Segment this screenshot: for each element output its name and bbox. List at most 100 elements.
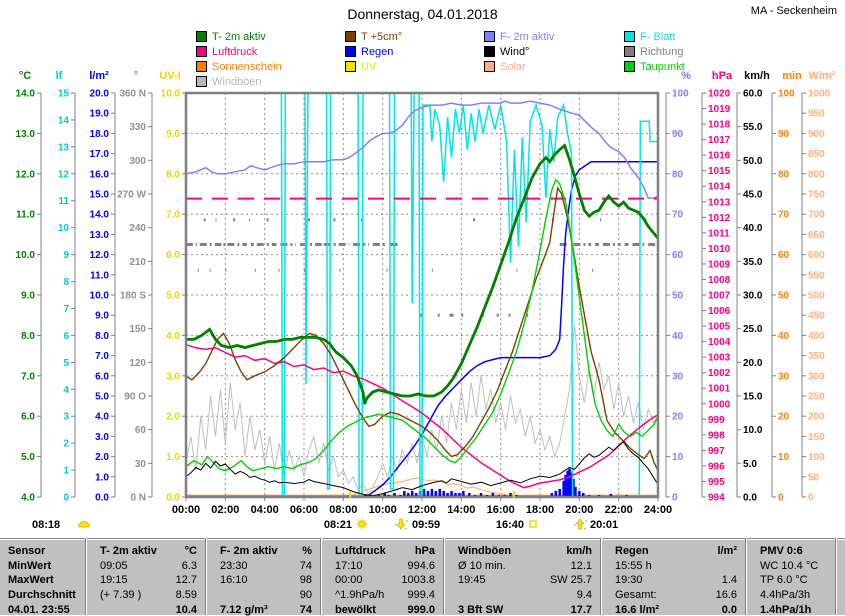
svg-text:200: 200 bbox=[808, 412, 825, 423]
svg-text:lf: lf bbox=[56, 70, 63, 82]
legend-swatch-icon bbox=[624, 31, 635, 42]
svg-text:950: 950 bbox=[808, 109, 825, 120]
table-cell: Luftdruck bbox=[335, 545, 386, 557]
table-cell: 12.7 bbox=[175, 574, 197, 586]
svg-text:1013: 1013 bbox=[708, 197, 731, 208]
table-cell: 16.6 l/m² bbox=[615, 604, 660, 616]
svg-text:16.0: 16.0 bbox=[90, 169, 110, 180]
table-cell: Ø 10 min. bbox=[458, 559, 506, 572]
svg-text:km/h: km/h bbox=[744, 70, 770, 82]
legend-item: Windböen bbox=[196, 73, 262, 88]
svg-text:1007: 1007 bbox=[708, 291, 731, 302]
legend-swatch-icon bbox=[624, 46, 635, 57]
svg-text:180 S: 180 S bbox=[120, 291, 146, 302]
svg-text:70: 70 bbox=[672, 210, 684, 221]
svg-text:1006: 1006 bbox=[708, 306, 731, 317]
legend-label: UV bbox=[361, 61, 377, 73]
svg-text:10: 10 bbox=[778, 452, 790, 463]
table-cell: 09:05 bbox=[100, 559, 128, 572]
table-cell: °C bbox=[184, 545, 197, 557]
series-T- 2m aktiv bbox=[186, 143, 660, 405]
svg-text:500: 500 bbox=[808, 291, 825, 302]
svg-text:8.0: 8.0 bbox=[166, 169, 180, 180]
table-cell: 15:55 h bbox=[615, 559, 652, 572]
table-cell: l/m² bbox=[717, 545, 737, 557]
svg-text:2.0: 2.0 bbox=[95, 452, 109, 463]
svg-text:70: 70 bbox=[778, 210, 790, 221]
svg-text:400: 400 bbox=[808, 331, 825, 342]
table-cell: km/h bbox=[566, 545, 592, 557]
svg-text:1000: 1000 bbox=[708, 399, 731, 410]
axis-sun_min: 0 10 20 30 40 50 60 70 80 90 100 min bbox=[771, 70, 802, 504]
table-cell: Gesamt: bbox=[615, 588, 657, 601]
svg-text:14.0: 14.0 bbox=[90, 210, 110, 221]
svg-text:1010: 1010 bbox=[708, 244, 731, 255]
legend-item: Regen bbox=[345, 43, 393, 58]
table-cell: MaxWert bbox=[8, 574, 54, 586]
table-cell: 1.4hPa/1h bbox=[760, 604, 812, 616]
svg-text:12: 12 bbox=[58, 169, 70, 180]
series-Richtung bbox=[186, 218, 658, 317]
axis-percent: 0 10 20 30 40 50 60 70 80 90 100% bbox=[665, 70, 691, 504]
svg-text:1001: 1001 bbox=[708, 384, 731, 395]
svg-text:0 N: 0 N bbox=[130, 493, 146, 504]
svg-text:750: 750 bbox=[808, 190, 825, 201]
svg-text:450: 450 bbox=[808, 311, 825, 322]
table-cell: 0.0 bbox=[721, 604, 737, 616]
svg-text:7: 7 bbox=[63, 304, 69, 315]
table-cell: 3 Bft SW bbox=[458, 604, 504, 616]
svg-text:5: 5 bbox=[63, 358, 69, 369]
svg-text:22:00: 22:00 bbox=[605, 504, 633, 516]
svg-text:550: 550 bbox=[808, 270, 825, 281]
svg-text:UV-I: UV-I bbox=[159, 70, 180, 82]
legend-item: UV bbox=[345, 58, 377, 73]
svg-text:10.0: 10.0 bbox=[743, 425, 763, 436]
svg-text:14: 14 bbox=[58, 115, 70, 126]
svg-text:1018: 1018 bbox=[708, 120, 731, 131]
svg-text:1: 1 bbox=[63, 466, 69, 477]
table-cell: 17:10 bbox=[335, 559, 363, 572]
svg-text:35.0: 35.0 bbox=[743, 257, 763, 268]
arrow-up-icon bbox=[574, 518, 587, 530]
svg-text:650: 650 bbox=[808, 230, 825, 241]
table-cell: 74 bbox=[299, 604, 312, 616]
svg-text:60: 60 bbox=[778, 250, 790, 261]
svg-text:0.0: 0.0 bbox=[95, 493, 109, 504]
svg-text:5.0: 5.0 bbox=[95, 392, 109, 403]
svg-text:1.0: 1.0 bbox=[166, 452, 180, 463]
svg-text:80: 80 bbox=[672, 169, 684, 180]
svg-text:13: 13 bbox=[58, 142, 70, 153]
table-cell: F- 2m aktiv bbox=[220, 545, 278, 557]
svg-text:9.0: 9.0 bbox=[21, 291, 35, 302]
legend-item: Richtung bbox=[624, 43, 683, 58]
stats-table: Sensor T- 2m aktiv °C F- 2m aktiv% Luftdruck… bbox=[0, 538, 845, 616]
table-cell: 8.59 bbox=[175, 588, 197, 601]
svg-text:1011: 1011 bbox=[708, 228, 730, 239]
sun-time-label: 08:21 bbox=[324, 519, 352, 531]
svg-text:0: 0 bbox=[778, 493, 784, 504]
svg-text:°C: °C bbox=[19, 70, 31, 82]
svg-text:270 W: 270 W bbox=[117, 190, 146, 201]
legend-swatch-icon bbox=[345, 46, 356, 57]
svg-text:12.0: 12.0 bbox=[16, 169, 36, 180]
svg-text:18.0: 18.0 bbox=[90, 129, 110, 140]
svg-text:12.0: 12.0 bbox=[90, 250, 110, 261]
sun-annotations: 08:18 08:21 09:59 16:40 20:01 bbox=[32, 518, 618, 531]
legend-label: F- 2m aktiv bbox=[500, 31, 555, 43]
svg-text:11: 11 bbox=[58, 196, 69, 207]
svg-text:995: 995 bbox=[708, 477, 725, 488]
svg-text:hPa: hPa bbox=[712, 70, 733, 82]
svg-text:210: 210 bbox=[129, 257, 146, 268]
svg-text:17.0: 17.0 bbox=[90, 149, 110, 160]
table-divider bbox=[600, 538, 602, 615]
svg-text:5.0: 5.0 bbox=[21, 452, 35, 463]
svg-text:13.0: 13.0 bbox=[90, 230, 110, 241]
legend-label: Sonnenschein bbox=[212, 61, 282, 73]
table-cell: 10.4 bbox=[175, 604, 197, 616]
legend-item: F- 2m aktiv bbox=[484, 28, 555, 43]
svg-text:6.0: 6.0 bbox=[21, 412, 35, 423]
svg-text:14.0: 14.0 bbox=[16, 89, 36, 100]
legend-swatch-icon bbox=[624, 61, 635, 72]
svg-text:20: 20 bbox=[672, 412, 684, 423]
svg-text:996: 996 bbox=[708, 461, 725, 472]
